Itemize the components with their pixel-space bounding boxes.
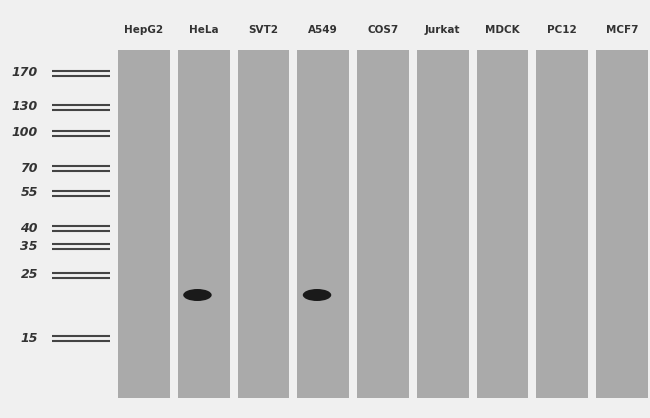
Text: 55: 55 <box>21 186 38 199</box>
Bar <box>118 50 170 398</box>
Text: 70: 70 <box>21 161 38 174</box>
Text: 100: 100 <box>12 127 38 140</box>
Ellipse shape <box>183 289 212 301</box>
Text: HepG2: HepG2 <box>124 25 163 35</box>
Bar <box>237 50 289 398</box>
Bar <box>297 50 349 398</box>
Text: A549: A549 <box>308 25 338 35</box>
Bar <box>596 50 648 398</box>
Text: SVT2: SVT2 <box>248 25 278 35</box>
Text: PC12: PC12 <box>547 25 577 35</box>
Bar <box>476 50 528 398</box>
Bar <box>417 50 469 398</box>
Text: Jurkat: Jurkat <box>425 25 461 35</box>
Text: 35: 35 <box>21 240 38 252</box>
Text: 25: 25 <box>21 268 38 281</box>
Text: 15: 15 <box>21 331 38 344</box>
Text: MDCK: MDCK <box>486 25 520 35</box>
Bar <box>178 50 229 398</box>
Text: 40: 40 <box>21 222 38 234</box>
Text: 130: 130 <box>12 100 38 114</box>
Ellipse shape <box>303 289 332 301</box>
Bar <box>536 50 588 398</box>
Text: MCF7: MCF7 <box>606 25 638 35</box>
Bar <box>357 50 409 398</box>
Text: COS7: COS7 <box>367 25 398 35</box>
Text: HeLa: HeLa <box>189 25 218 35</box>
Text: 170: 170 <box>12 66 38 79</box>
